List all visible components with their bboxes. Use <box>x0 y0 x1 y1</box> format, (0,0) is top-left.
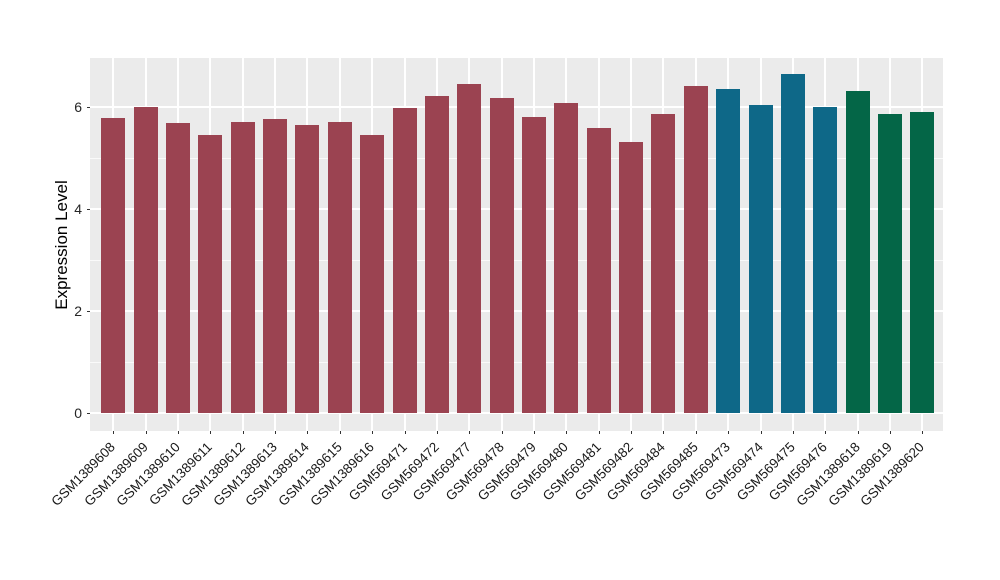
bar-GSM1389615 <box>327 121 352 413</box>
x-tick-mark <box>695 431 697 434</box>
y-tick-label: 2 <box>74 302 82 319</box>
x-tick-mark <box>631 431 633 434</box>
x-tick-mark <box>242 431 244 434</box>
x-tick-mark <box>113 431 115 434</box>
bar-GSM569478 <box>489 97 514 413</box>
bar-GSM569481 <box>586 128 611 413</box>
plot-panel <box>90 58 943 431</box>
bar-GSM1389611 <box>198 134 223 413</box>
x-tick-mark <box>889 431 891 434</box>
y-tick-label: 6 <box>74 98 82 115</box>
bar-GSM1389609 <box>133 106 158 413</box>
bar-GSM569473 <box>716 88 741 413</box>
y-tick-mark <box>87 208 90 210</box>
x-tick-mark <box>728 431 730 434</box>
x-tick-mark <box>501 431 503 434</box>
bar-GSM1389616 <box>360 134 385 413</box>
minor-gridline <box>90 361 943 363</box>
bar-GSM569476 <box>813 107 838 413</box>
major-gridline <box>90 207 943 210</box>
x-tick-mark <box>404 431 406 434</box>
bar-GSM1389618 <box>845 91 870 413</box>
y-tick-mark <box>87 310 90 312</box>
x-tick-mark <box>436 431 438 434</box>
y-tick-mark <box>87 106 90 108</box>
y-tick-mark <box>87 413 90 414</box>
bar-GSM569480 <box>554 103 579 413</box>
bar-GSM1389620 <box>910 111 935 413</box>
y-tick-label: 4 <box>74 200 82 217</box>
bar-GSM569484 <box>651 113 676 413</box>
major-gridline <box>90 105 943 108</box>
bar-GSM1389608 <box>101 117 126 413</box>
bar-GSM569471 <box>392 107 417 413</box>
x-tick-mark <box>760 431 762 434</box>
x-tick-mark <box>792 431 794 434</box>
x-tick-mark <box>178 431 180 434</box>
bar-GSM1389614 <box>295 124 320 413</box>
major-gridline <box>90 309 943 312</box>
x-tick-mark <box>145 431 147 434</box>
x-tick-mark <box>566 431 568 434</box>
x-tick-mark <box>825 431 827 434</box>
bar-GSM1389610 <box>166 123 191 413</box>
y-tick-label: 0 <box>74 405 82 421</box>
x-tick-mark <box>372 431 374 434</box>
x-tick-mark <box>922 431 924 434</box>
bar-GSM1389613 <box>263 118 288 413</box>
x-tick-mark <box>339 431 341 434</box>
bar-GSM569472 <box>424 95 449 413</box>
x-tick-mark <box>857 431 859 434</box>
x-tick-mark <box>469 431 471 434</box>
x-tick-mark <box>275 431 277 434</box>
minor-gridline <box>90 259 943 261</box>
bar-GSM1389612 <box>230 122 255 413</box>
x-tick-mark <box>598 431 600 434</box>
x-tick-mark <box>210 431 212 434</box>
bar-GSM569482 <box>619 142 644 413</box>
bar-GSM1389619 <box>877 113 902 413</box>
x-tick-mark <box>533 431 535 434</box>
major-gridline <box>90 412 943 414</box>
bar-GSM569477 <box>457 83 482 413</box>
bar-GSM569475 <box>780 74 805 413</box>
x-tick-mark <box>663 431 665 434</box>
minor-gridline <box>90 157 943 159</box>
bar-GSM569474 <box>748 105 773 413</box>
bar-GSM569479 <box>521 117 546 413</box>
x-tick-mark <box>307 431 309 434</box>
bar-GSM569485 <box>683 85 708 413</box>
